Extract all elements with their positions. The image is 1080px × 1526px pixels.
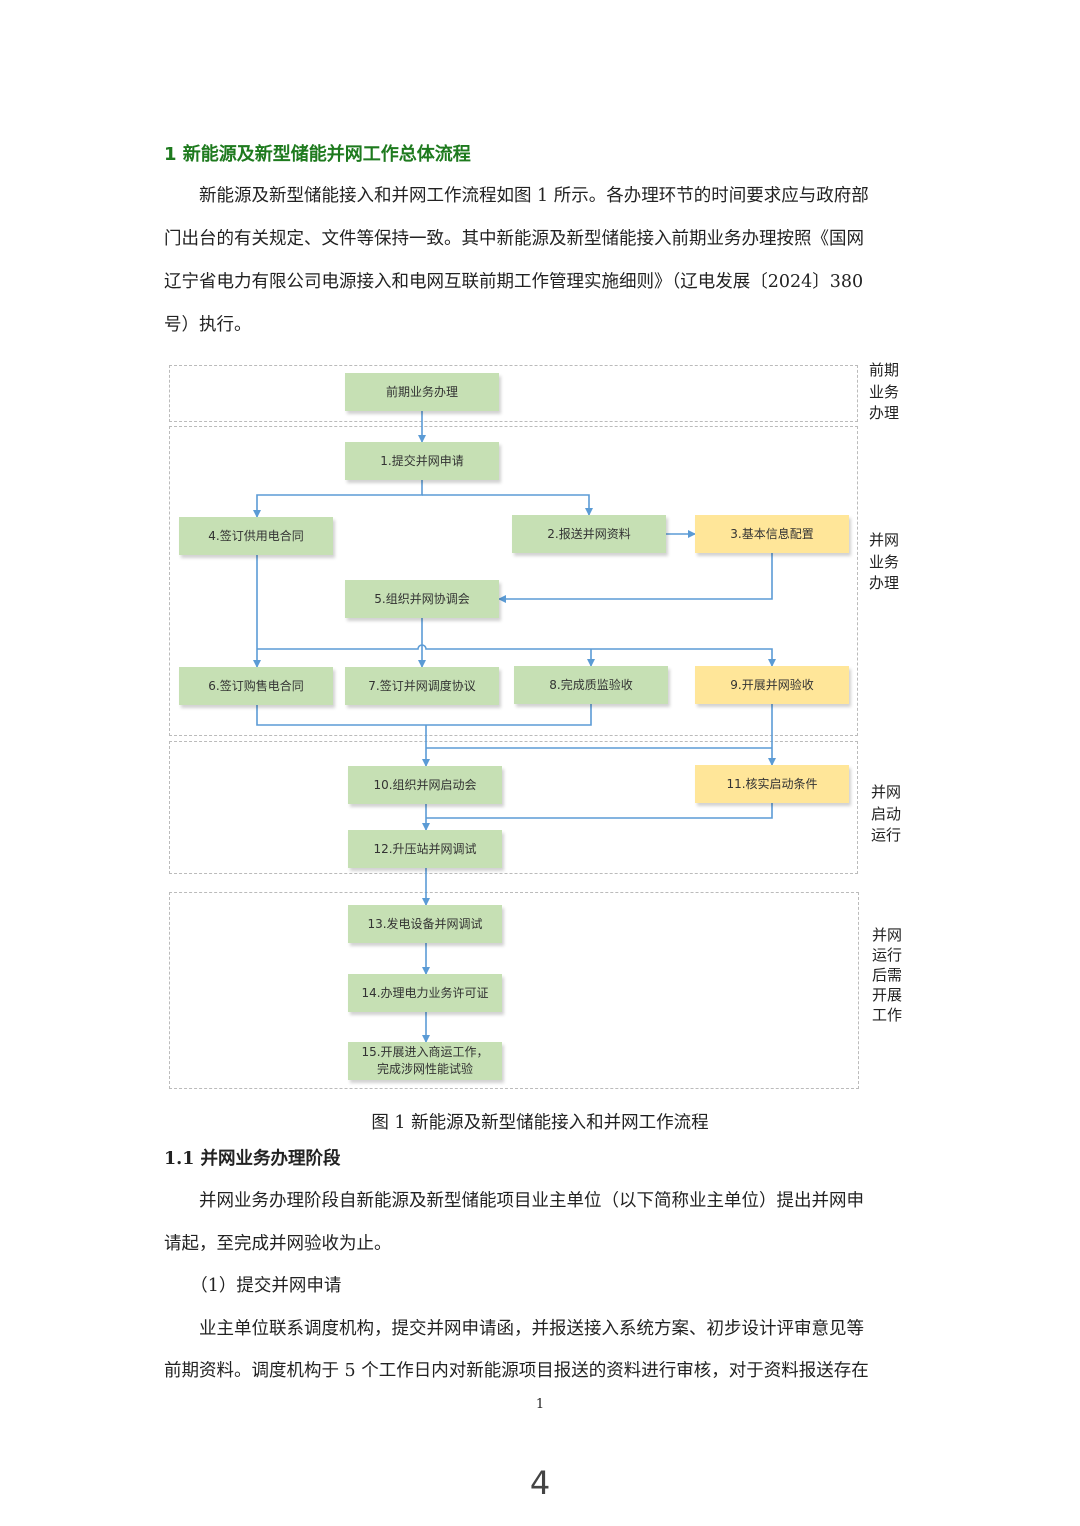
flow-box-15-line2: 完成涉网性能试验 (376, 1062, 473, 1076)
intro-line: 辽宁省电力有限公司电源接入和电网互联前期工作管理实施细则》（辽电发展〔2024〕… (164, 272, 864, 292)
stage-region-startup (169, 741, 858, 874)
flow-box-pre: 前期业务办理 (345, 373, 499, 411)
stage-label-post: 并网运行后需开展工作 (872, 926, 903, 1024)
figure-caption: 图 1 新能源及新型储能接入和并网工作流程 (371, 1113, 709, 1133)
flow-box-3: 3.基本信息配置 (695, 515, 849, 553)
flow-box-5: 5.组织并网协调会 (345, 580, 499, 618)
stage-label-pre: 前期业务办理 (869, 361, 900, 422)
flow-box-11: 11.核实启动条件 (695, 765, 849, 803)
section-heading-1: 1 新能源及新型储能并网工作总体流程 (164, 144, 471, 165)
flow-box-7: 7.签订并网调度协议 (345, 667, 499, 705)
flow-box-14: 14.办理电力业务许可证 (348, 974, 502, 1012)
intro-line: 新能源及新型储能接入和并网工作流程如图 1 所示。各办理环节的时间要求应与政府部 (164, 186, 869, 206)
flow-box-2: 2.报送并网资料 (512, 515, 666, 553)
flow-box-15-line1: 15.开展进入商运工作， (361, 1045, 489, 1059)
flow-box-13: 13.发电设备并网调试 (348, 905, 502, 943)
body-line: 请起，至完成并网验收为止。 (164, 1234, 392, 1254)
flow-box-10: 10.组织并网启动会 (348, 766, 502, 804)
flow-box-4: 4.签订供用电合同 (179, 517, 333, 555)
flow-box-1: 1.提交并网申请 (345, 442, 499, 480)
stage-region-post (169, 892, 859, 1089)
body-line: 前期资料。调度机构于 5 个工作日内对新能源项目报送的资料进行审核，对于资料报送… (164, 1361, 869, 1381)
page-number: 1 (535, 1397, 545, 1412)
flow-box-6: 6.签订购售电合同 (179, 667, 333, 705)
stage-label-business: 并网业务办理 (869, 531, 900, 592)
stage-region-business (169, 426, 858, 736)
stage-region-pre (169, 365, 858, 422)
body-line: 并网业务办理阶段自新能源及新型储能项目业主单位（以下简称业主单位）提出并网申 (164, 1191, 864, 1211)
section-heading-1-1: 1.1 并网业务办理阶段 (164, 1149, 341, 1169)
flow-box-9: 9.开展并网验收 (695, 666, 849, 704)
intro-line: 门出台的有关规定、文件等保持一致。其中新能源及新型储能接入前期业务办理按照《国网 (164, 229, 864, 249)
flow-box-12: 12.升压站并网调试 (348, 830, 502, 868)
body-line: 业主单位联系调度机构，提交并网申请函，并报送接入系统方案、初步设计评审意见等 (164, 1319, 864, 1339)
image-page-number: 4 (529, 1464, 551, 1502)
intro-line: 号）执行。 (164, 315, 252, 335)
stage-label-startup: 并网启动运行 (871, 783, 902, 844)
body-line: （1）提交并网申请 (164, 1276, 342, 1296)
flow-box-15: 15.开展进入商运工作， 完成涉网性能试验 (348, 1042, 502, 1080)
flow-box-8: 8.完成质监验收 (514, 666, 668, 704)
